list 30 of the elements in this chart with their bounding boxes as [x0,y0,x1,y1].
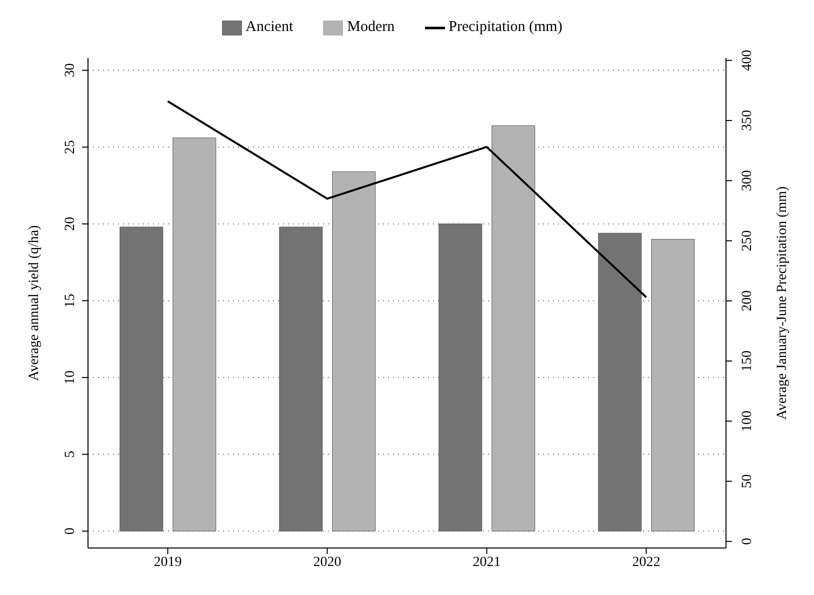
y-tick-label: 10 [63,370,78,384]
bar [651,239,695,532]
y2-tick-label: 300 [740,170,755,192]
x-tick-label: 2020 [313,554,342,570]
legend-label: Precipitation (mm) [448,19,562,36]
y-tick-label: 5 [63,450,78,458]
y2-tick-label: 250 [740,230,755,252]
x-tick-label: 2019 [154,554,182,570]
y-tick-label: 0 [63,528,78,535]
y2-tick-label: 200 [740,290,755,312]
y2-tick-label: 100 [740,410,755,432]
y-axis-title: Average annual yield (q/ha) [26,224,42,381]
y-tick-label: 30 [63,63,78,78]
line-series [166,100,648,298]
y2-tick-label: 150 [740,350,755,372]
legend-label: Modern [347,19,395,36]
y2-tick-label: 0 [740,538,755,545]
bar [332,171,376,532]
legend-label: Ancient [246,19,294,36]
y2-tick-label: 350 [740,110,755,132]
y-tick-label: 15 [63,294,78,308]
y2-tick-label: 50 [740,474,755,488]
x-tick-label: 2022 [632,554,660,570]
y2-axis-title: Average January-June Precipitation (mm) [774,186,790,420]
y-tick-label: 20 [63,216,78,231]
y2-tick-label: 400 [740,50,755,71]
bar [492,125,536,532]
x-tick-label: 2021 [472,554,501,570]
y-tick-label: 25 [63,140,78,154]
bar [172,138,216,532]
